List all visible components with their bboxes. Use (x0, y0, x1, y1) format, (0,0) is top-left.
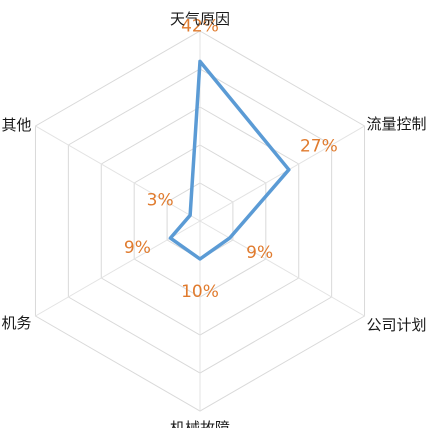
axis-spoke-2 (199, 220, 365, 317)
axis-spoke-4 (35, 220, 201, 317)
data-label-3: 10% (181, 282, 219, 302)
data-label-4: 9% (124, 238, 151, 258)
series-line-0 (168, 59, 291, 261)
axis-label-5: 其他 (1, 116, 31, 134)
axis-label-3: 机械故障 (170, 419, 230, 428)
radar-grid (34, 30, 366, 412)
data-label-0: 42% (181, 16, 219, 36)
radar-series (168, 59, 291, 261)
axis-label-4: 机务 (1, 314, 31, 332)
data-label-2: 9% (246, 243, 273, 263)
axis-label-2: 公司计划 (367, 316, 427, 334)
axis-spoke-5 (35, 125, 201, 222)
data-label-5: 3% (147, 190, 174, 210)
axis-label-0: 天气原因 (170, 10, 230, 28)
axis-label-1: 流量控制 (367, 115, 427, 133)
axis-spoke-1 (199, 125, 365, 222)
data-label-1: 27% (300, 137, 338, 157)
